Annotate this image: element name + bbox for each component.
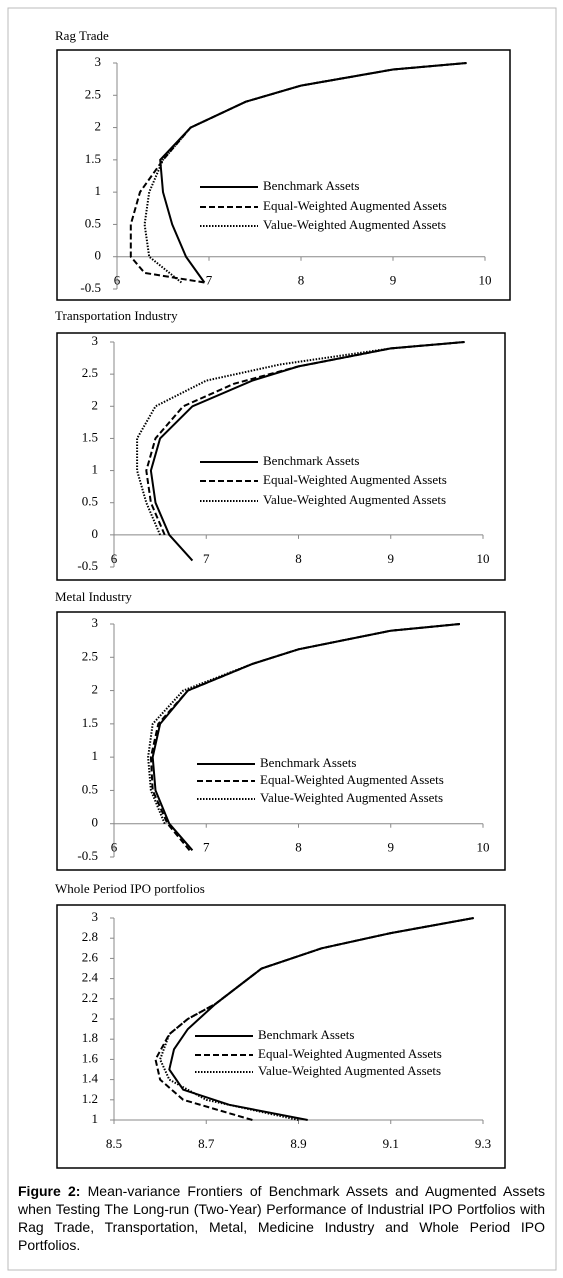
chart-title: Metal Industry — [55, 589, 132, 604]
chart-title: Rag Trade — [55, 28, 109, 43]
y-tick-label: 1 — [92, 748, 99, 763]
legend-label: Benchmark Assets — [258, 1027, 354, 1042]
frontier-line — [147, 623, 460, 825]
legend-label: Equal-Weighted Augmented Assets — [260, 772, 444, 787]
y-tick-label: 1.5 — [85, 151, 101, 166]
frontier-line — [159, 62, 467, 284]
x-tick-label: 8 — [295, 551, 302, 566]
y-tick-label: 1 — [92, 1111, 99, 1126]
y-tick-label: 2.4 — [82, 970, 99, 985]
x-tick-label: 8.9 — [290, 1136, 306, 1151]
frontier-line — [149, 623, 460, 851]
frontier-line — [145, 341, 465, 536]
y-tick-label: -0.5 — [77, 848, 98, 863]
y-tick-label: 1.5 — [82, 429, 98, 444]
x-tick-label: 9 — [390, 273, 397, 288]
y-tick-label: 3 — [92, 333, 99, 348]
y-tick-label: 3 — [92, 615, 99, 630]
caption-text: Mean-variance Frontiers of Benchmark Ass… — [18, 1183, 546, 1253]
y-tick-label: 1.2 — [82, 1091, 98, 1106]
legend-label: Value-Weighted Augmented Assets — [258, 1063, 441, 1078]
x-tick-label: 10 — [477, 840, 490, 855]
y-tick-label: -0.5 — [77, 558, 98, 573]
legend-label: Equal-Weighted Augmented Assets — [258, 1046, 442, 1061]
frontier-line — [154, 917, 474, 1121]
outer-frame — [7, 7, 557, 1271]
y-tick-label: 1.8 — [82, 1030, 98, 1045]
x-tick-label: 8 — [298, 273, 305, 288]
x-tick-label: 6 — [111, 840, 118, 855]
y-tick-label: 3 — [95, 54, 102, 69]
y-tick-label: 0 — [92, 815, 99, 830]
y-tick-label: 1 — [95, 183, 102, 198]
y-tick-label: 2.6 — [82, 949, 99, 964]
y-tick-label: 0.5 — [82, 781, 98, 796]
y-tick-label: 2.5 — [85, 86, 101, 101]
x-tick-label: 7 — [206, 273, 213, 288]
legend-label: Value-Weighted Augmented Assets — [260, 790, 443, 805]
y-tick-label: 2 — [95, 119, 102, 134]
chart-title: Whole Period IPO portfolios — [55, 881, 205, 896]
x-tick-label: 6 — [114, 273, 121, 288]
x-tick-label: 9 — [388, 551, 395, 566]
legend-label: Benchmark Assets — [263, 178, 359, 193]
y-tick-label: 0 — [92, 526, 99, 541]
chart-frame — [56, 904, 506, 1169]
y-tick-label: -0.5 — [80, 280, 101, 295]
legend-label: Benchmark Assets — [263, 453, 359, 468]
y-tick-label: 1.4 — [82, 1071, 99, 1086]
x-tick-label: 8.5 — [106, 1136, 122, 1151]
chart-frame — [56, 332, 506, 581]
x-tick-label: 8.7 — [198, 1136, 215, 1151]
y-tick-label: 1 — [92, 462, 99, 477]
y-tick-label: 2.8 — [82, 929, 98, 944]
legend-label: Value-Weighted Augmented Assets — [263, 492, 446, 507]
frontier-line — [136, 341, 465, 536]
x-tick-label: 9.1 — [383, 1136, 399, 1151]
caption: Figure 2: Mean-variance Frontiers of Ben… — [18, 1182, 545, 1254]
y-tick-label: 1.5 — [82, 715, 98, 730]
chart-title: Transportation Industry — [55, 308, 178, 323]
x-tick-label: 6 — [111, 551, 118, 566]
x-tick-label: 7 — [203, 840, 210, 855]
frontier-line — [151, 623, 460, 851]
legend-label: Benchmark Assets — [260, 755, 356, 770]
chart-frame — [56, 49, 511, 301]
frontier-line — [129, 62, 467, 284]
y-tick-label: 2 — [92, 397, 99, 412]
x-tick-label: 7 — [203, 551, 210, 566]
frontier-line — [159, 917, 474, 1121]
frontier-line — [143, 62, 467, 284]
y-tick-label: 2 — [92, 1010, 99, 1025]
legend-label: Equal-Weighted Augmented Assets — [263, 198, 447, 213]
y-tick-label: 2.5 — [82, 365, 98, 380]
x-tick-label: 9 — [388, 840, 395, 855]
y-tick-label: 2.5 — [82, 648, 98, 663]
y-tick-label: 0 — [95, 248, 102, 263]
y-tick-label: 0.5 — [85, 215, 101, 230]
legend-label: Value-Weighted Augmented Assets — [263, 217, 446, 232]
frontier-line — [149, 341, 465, 562]
y-tick-label: 2.2 — [82, 990, 98, 1005]
x-tick-label: 10 — [479, 273, 492, 288]
chart-frame — [56, 611, 506, 871]
y-tick-label: 3 — [92, 909, 99, 924]
x-tick-label: 10 — [477, 551, 490, 566]
x-tick-label: 9.3 — [475, 1136, 491, 1151]
y-tick-label: 2 — [92, 682, 99, 697]
y-tick-label: 0.5 — [82, 494, 98, 509]
y-tick-label: 1.6 — [82, 1050, 99, 1065]
legend-label: Equal-Weighted Augmented Assets — [263, 472, 447, 487]
caption-label: Figure 2: — [18, 1183, 81, 1199]
x-tick-label: 8 — [295, 840, 302, 855]
